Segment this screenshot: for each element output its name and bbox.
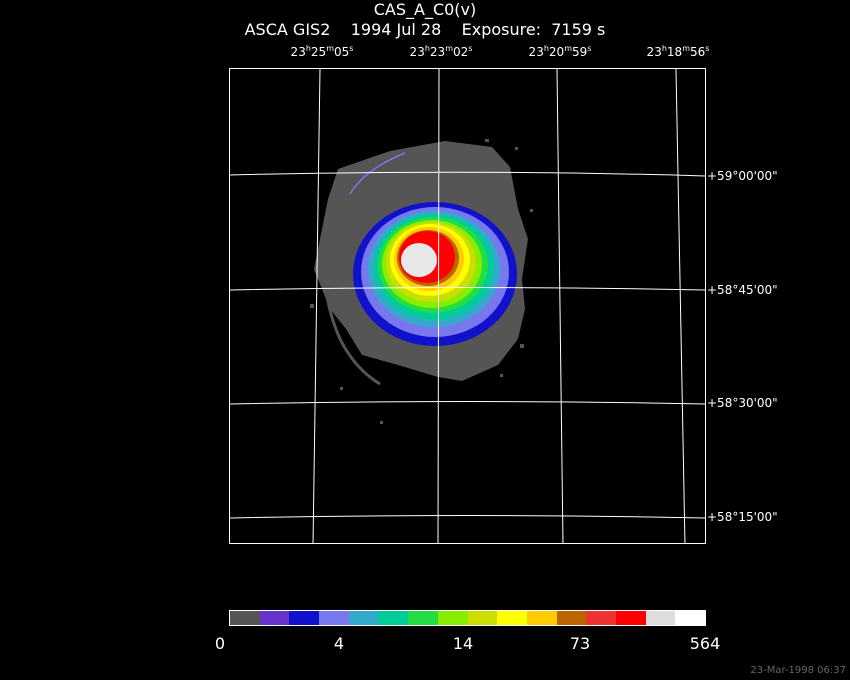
- xray-image: [230, 69, 705, 543]
- ra-label-3: 23h20m59s: [528, 44, 592, 59]
- colorbar-segment: [437, 611, 468, 625]
- timestamp: 23-Mar-1998 06:37: [750, 665, 846, 676]
- colorbar-label-4: 4: [333, 634, 345, 653]
- colorbar-segment: [526, 611, 557, 625]
- colorbar-segment: [289, 611, 320, 625]
- image-title: CAS_A_C0(v): [373, 0, 477, 19]
- colorbar-label-564: 564: [689, 634, 721, 653]
- ra-label-4: 23h18m56s: [646, 44, 710, 59]
- colorbar: [229, 610, 706, 626]
- ra-label-1: 23h25m05s: [290, 44, 354, 59]
- colorbar-segment: [348, 611, 379, 625]
- level-white: [401, 243, 437, 277]
- colorbar-segment: [497, 611, 527, 625]
- image-subtitle: ASCA GIS2 1994 Jul 28 Exposure: 7159 s: [244, 20, 606, 39]
- dec-label-2: +58°45'00": [707, 283, 778, 297]
- ra-label-2: 23h23m02s: [409, 44, 473, 59]
- colorbar-segment: [378, 611, 409, 625]
- colorbar-segment: [230, 611, 260, 625]
- colorbar-label-73: 73: [569, 634, 591, 653]
- specks: [310, 139, 533, 424]
- sky-image-panel: [229, 68, 706, 544]
- colorbar-segment: [467, 611, 498, 625]
- colorbar-segment: [645, 611, 676, 625]
- colorbar-label-14: 14: [452, 634, 474, 653]
- colorbar-label-0: 0: [214, 634, 226, 653]
- dec-label-1: +59°00'00": [707, 169, 778, 183]
- colorbar-segment: [556, 611, 587, 625]
- colorbar-segment: [586, 611, 616, 625]
- arc-fragment: [323, 152, 401, 386]
- colorbar-segment: [408, 611, 438, 625]
- colorbar-segment: [259, 611, 290, 625]
- arc-fragment-blue: [349, 152, 406, 195]
- colorbar-segment: [615, 611, 646, 625]
- coordinate-grid: [230, 69, 705, 543]
- dec-label-3: +58°30'00": [707, 396, 778, 410]
- dec-label-4: +58°15'00": [707, 510, 778, 524]
- colorbar-segment: [319, 611, 349, 625]
- colorbar-segment: [675, 611, 705, 625]
